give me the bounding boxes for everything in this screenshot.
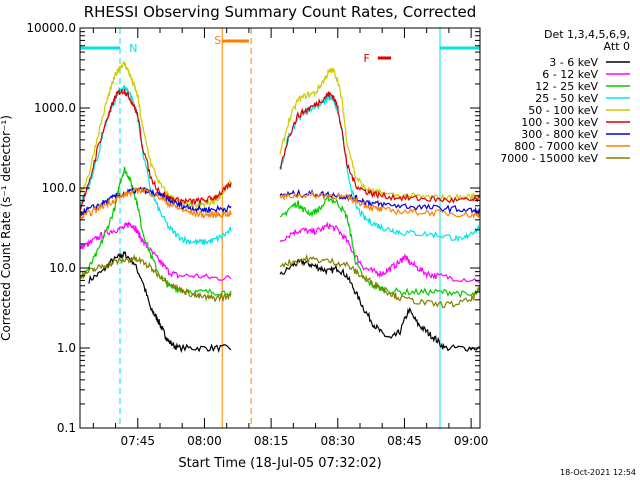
series-6-line xyxy=(79,88,481,213)
y-tick-label-1: 0.1 xyxy=(57,421,76,435)
y-tick-label-4: 100.0 xyxy=(42,181,76,195)
legend-entry-3-label: 12 - 25 keV xyxy=(535,80,598,93)
footer-date-stamp: 18-Oct-2021 12:54 xyxy=(560,468,636,477)
legend-header-line-1: Det 1,3,4,5,6,9, xyxy=(544,28,630,41)
plot-frame xyxy=(79,27,481,429)
legend-entry-4-label: 25 - 50 keV xyxy=(535,92,598,105)
annotation-n-label: N xyxy=(129,42,137,55)
series-1-group xyxy=(88,251,480,354)
y-tick-label-3: 10.0 xyxy=(49,261,76,275)
legend-entry-2-label: 6 - 12 keV xyxy=(542,68,598,81)
series-2-line xyxy=(79,221,481,283)
x-tick-label-2: 08:00 xyxy=(187,434,222,448)
series-5-group xyxy=(79,60,481,211)
x-tick-label-1: 07:45 xyxy=(120,434,155,448)
annotation-f-label: F xyxy=(364,52,370,65)
series-8-line xyxy=(79,187,481,222)
x-axis-label: Start Time (18-Jul-05 07:32:02) xyxy=(178,456,381,471)
series-8-group xyxy=(79,187,481,222)
y-tick-label-2: 1.0 xyxy=(57,341,76,355)
legend-entry-5-label: 50 - 100 keV xyxy=(528,104,598,117)
series-9-line xyxy=(79,253,481,309)
y-axis-label: Corrected Count Rate (s⁻¹ detector⁻¹) xyxy=(0,115,13,341)
series-6-group xyxy=(79,88,481,213)
x-tick-label-3: 08:15 xyxy=(254,434,289,448)
legend-entry-7-label: 300 - 800 keV xyxy=(521,128,598,141)
legend-entry-8-label: 800 - 7000 keV xyxy=(514,140,598,153)
series-5-line xyxy=(79,60,481,211)
legend-entry-9-label: 7000 - 15000 keV xyxy=(500,152,598,165)
series-layer xyxy=(79,60,481,354)
y-tick-label-6: 10000.0 xyxy=(26,21,76,35)
series-2-group xyxy=(79,221,481,283)
annotation-s-label: S xyxy=(214,34,221,47)
y-tick-label-5: 1000.0 xyxy=(34,101,76,115)
observing-marker-layer: N S F xyxy=(79,28,481,428)
legend-header-line-2: Att 0 xyxy=(604,40,630,53)
x-tick-label-5: 08:45 xyxy=(387,434,422,448)
series-1-line xyxy=(88,251,480,354)
x-tick-label-4: 08:30 xyxy=(320,434,355,448)
x-tick-label-6: 09:00 xyxy=(454,434,489,448)
legend-entry-1-label: 3 - 6 keV xyxy=(549,56,598,69)
axis-layer: 0.1 1.0 10.0 100.0 1000.0 10000.0 07:45 08:00 08… xyxy=(26,21,488,448)
legend-entry-6-label: 100 - 300 keV xyxy=(521,116,598,129)
series-9-group xyxy=(79,253,481,309)
chart-title: RHESSI Observing Summary Count Rates, Co… xyxy=(84,3,477,21)
